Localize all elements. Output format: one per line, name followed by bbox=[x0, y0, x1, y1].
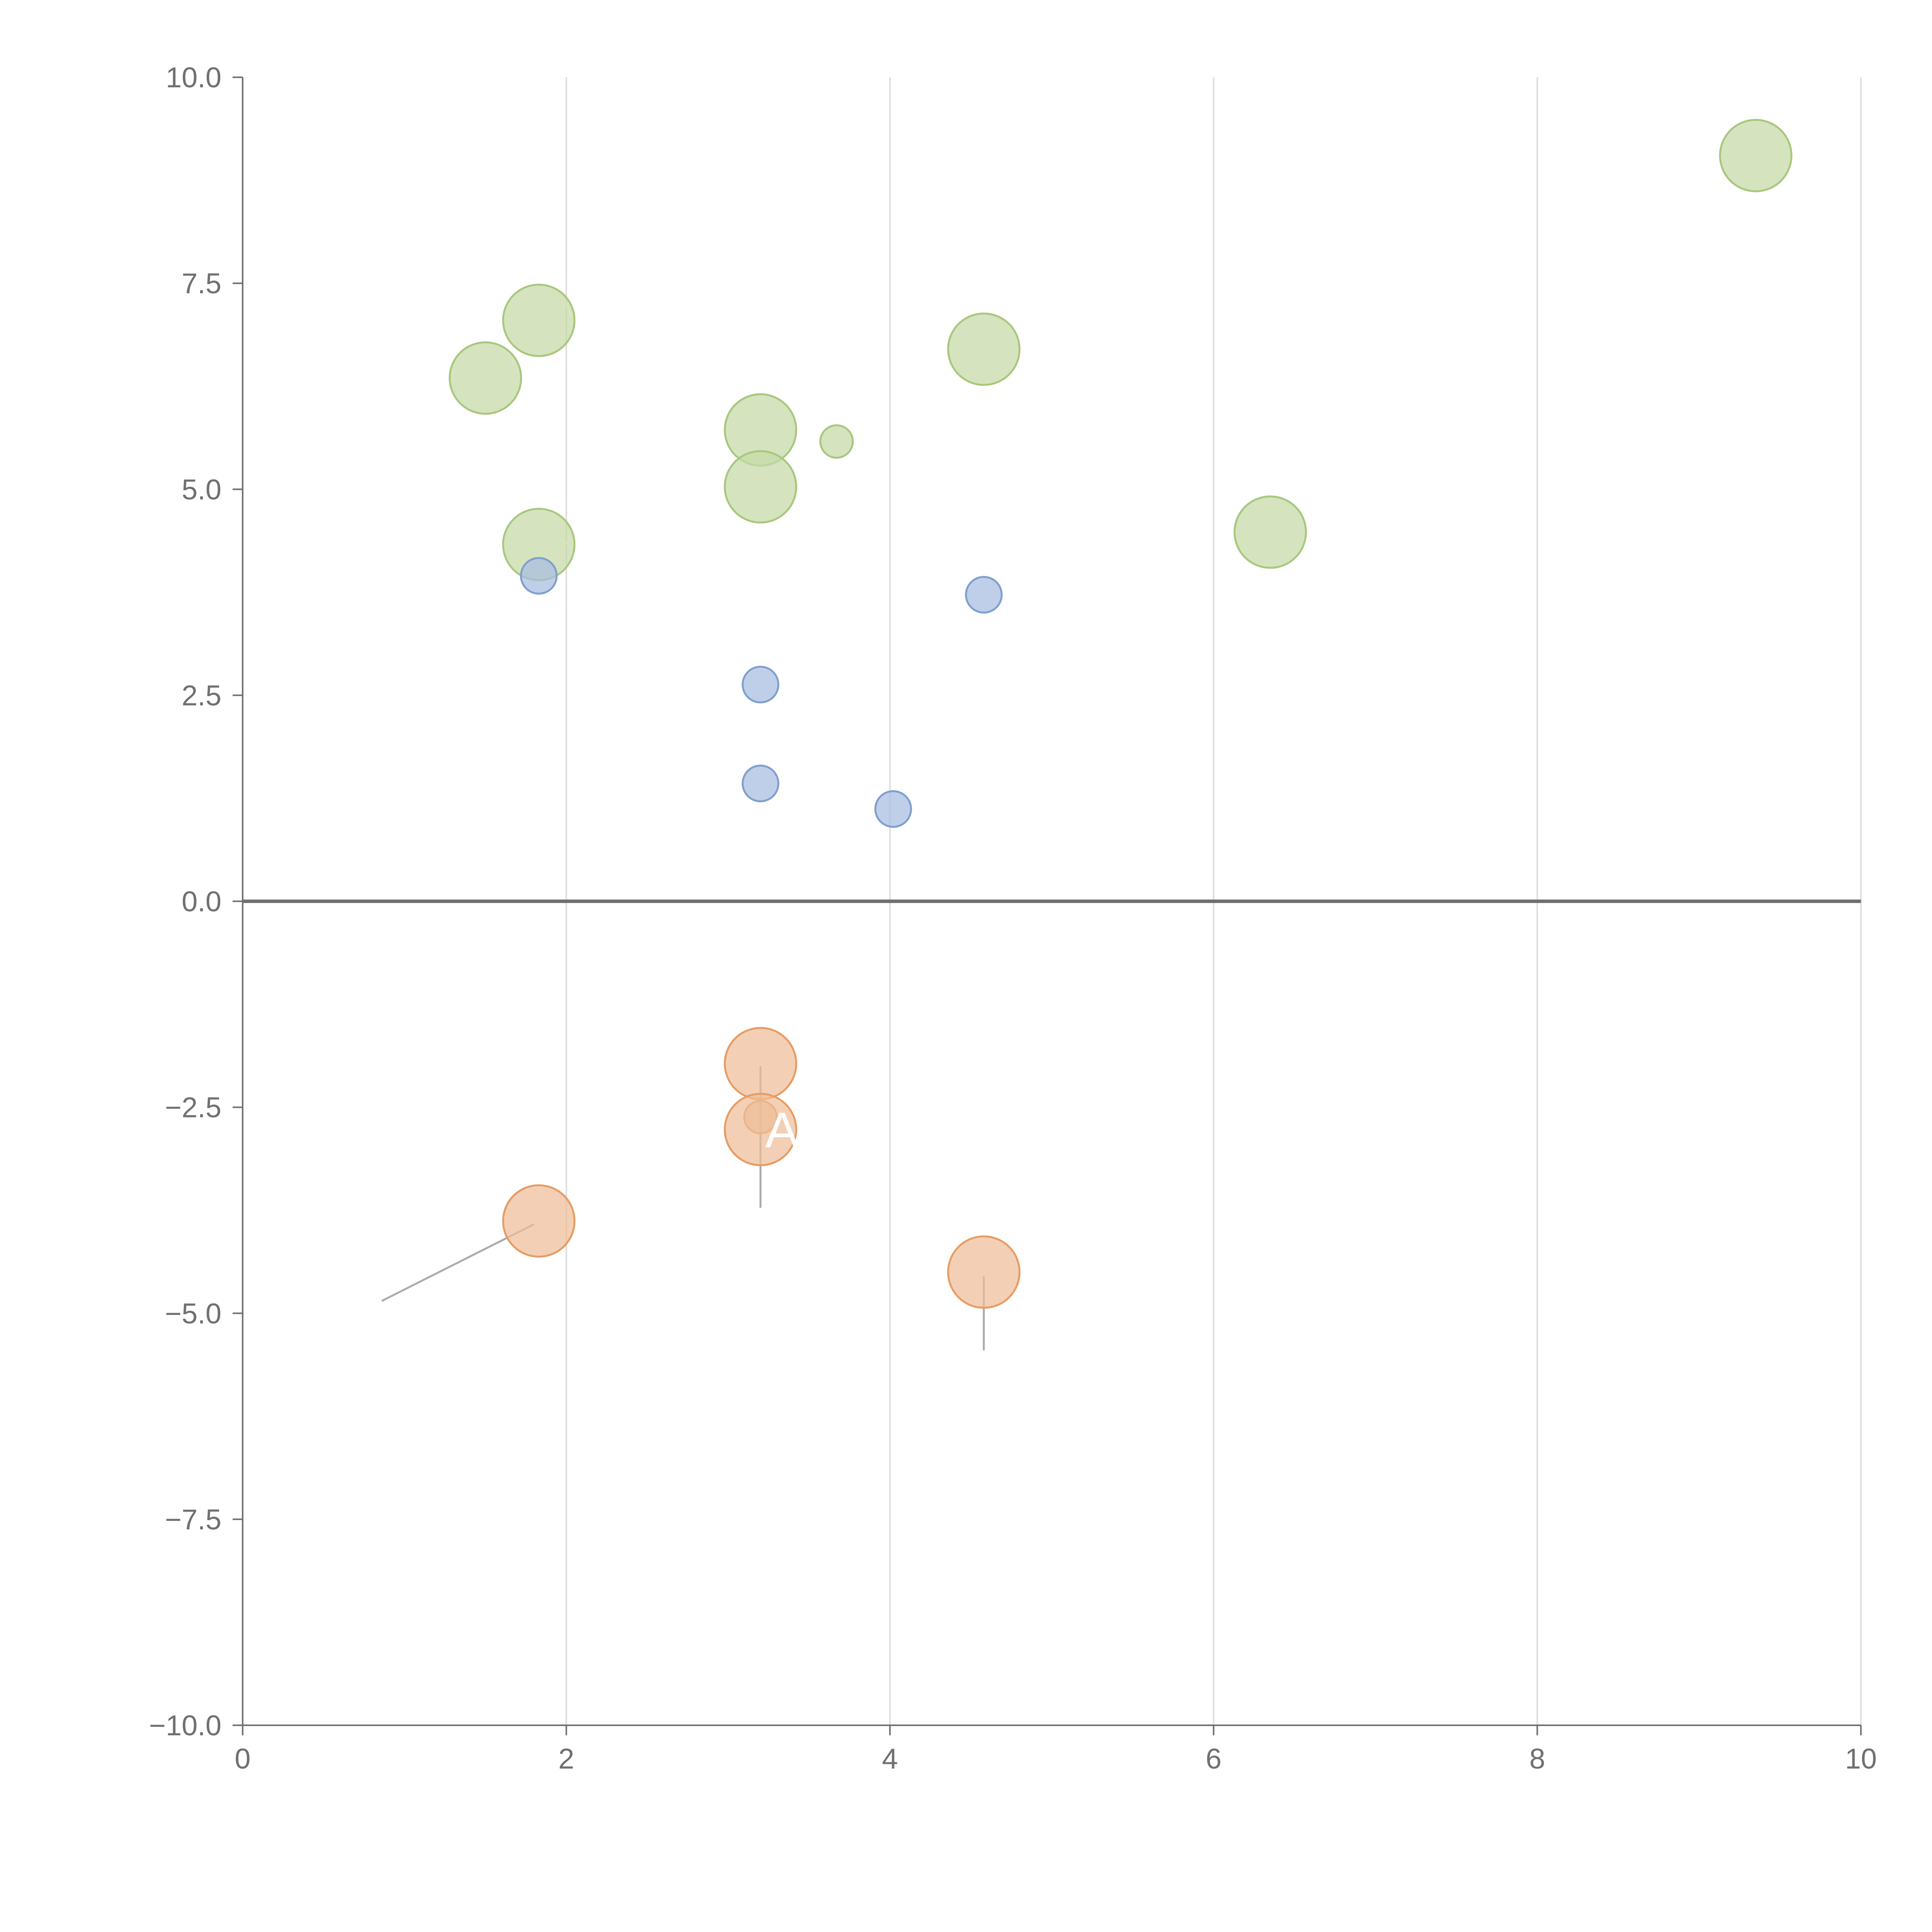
green-point bbox=[724, 450, 798, 524]
axes: −10.0 −7.5 −5.0 −2.5 0.0 2.5 5.0 7.5 10.0 0 2 4 6 8 10 bbox=[149, 61, 1877, 1775]
y-tick-label: 5.0 bbox=[182, 473, 221, 505]
blue-point bbox=[520, 557, 558, 595]
blue-point bbox=[874, 790, 912, 828]
x-tick-label: 10 bbox=[1845, 1743, 1877, 1775]
blue-point bbox=[742, 764, 779, 803]
blue-point bbox=[965, 576, 1003, 614]
green-point bbox=[819, 424, 854, 459]
y-tick-label: −10.0 bbox=[149, 1709, 221, 1742]
green-point bbox=[1233, 495, 1307, 569]
green-point bbox=[502, 284, 576, 357]
point-labels: A bbox=[765, 1102, 799, 1158]
data-points bbox=[449, 119, 1793, 1309]
x-tick-label: 4 bbox=[882, 1743, 898, 1775]
point-label: A bbox=[765, 1102, 799, 1158]
green-point bbox=[947, 312, 1021, 386]
blue-point bbox=[742, 665, 779, 704]
x-tick-label: 0 bbox=[235, 1743, 250, 1775]
y-tick-label: 7.5 bbox=[182, 267, 221, 299]
orange-point bbox=[724, 1027, 798, 1100]
orange-point bbox=[502, 1184, 576, 1258]
orange-point bbox=[724, 1093, 798, 1167]
x-tick-label: 2 bbox=[558, 1743, 574, 1775]
y-tick-label: 2.5 bbox=[182, 679, 221, 711]
green-point bbox=[449, 341, 522, 415]
y-tick-label: 0.0 bbox=[182, 886, 221, 918]
x-tick-label: 8 bbox=[1529, 1743, 1545, 1775]
x-tick-label: 6 bbox=[1206, 1743, 1221, 1775]
leader-lines bbox=[381, 150, 1753, 1350]
y-tick-label: 10.0 bbox=[166, 61, 221, 94]
y-tick-label: −2.5 bbox=[165, 1092, 221, 1124]
green-point bbox=[1719, 119, 1793, 192]
orange-point bbox=[947, 1235, 1021, 1309]
y-tick-label: −5.0 bbox=[165, 1298, 221, 1330]
y-tick-label: −7.5 bbox=[165, 1503, 221, 1536]
